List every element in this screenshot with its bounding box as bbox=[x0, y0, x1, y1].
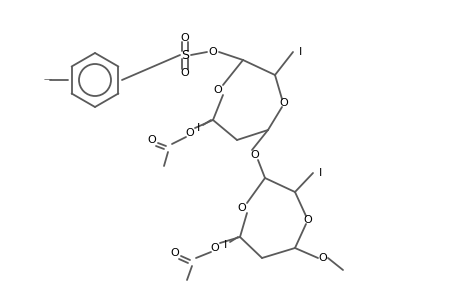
Text: O: O bbox=[250, 150, 259, 160]
Text: O: O bbox=[147, 135, 156, 145]
Text: I: I bbox=[224, 240, 227, 250]
Text: I: I bbox=[197, 123, 200, 133]
Text: O: O bbox=[237, 203, 246, 213]
Text: O: O bbox=[279, 98, 288, 108]
Text: O: O bbox=[170, 248, 179, 258]
Text: I: I bbox=[319, 168, 322, 178]
Text: O: O bbox=[185, 128, 194, 138]
Text: O: O bbox=[318, 253, 327, 263]
Text: —: — bbox=[44, 76, 52, 85]
Text: I: I bbox=[299, 47, 302, 57]
Text: O: O bbox=[210, 243, 219, 253]
Text: O: O bbox=[213, 85, 222, 95]
Text: O: O bbox=[208, 47, 217, 57]
Text: O: O bbox=[180, 68, 189, 78]
Text: S: S bbox=[180, 49, 189, 62]
Text: O: O bbox=[303, 215, 312, 225]
Text: O: O bbox=[180, 33, 189, 43]
